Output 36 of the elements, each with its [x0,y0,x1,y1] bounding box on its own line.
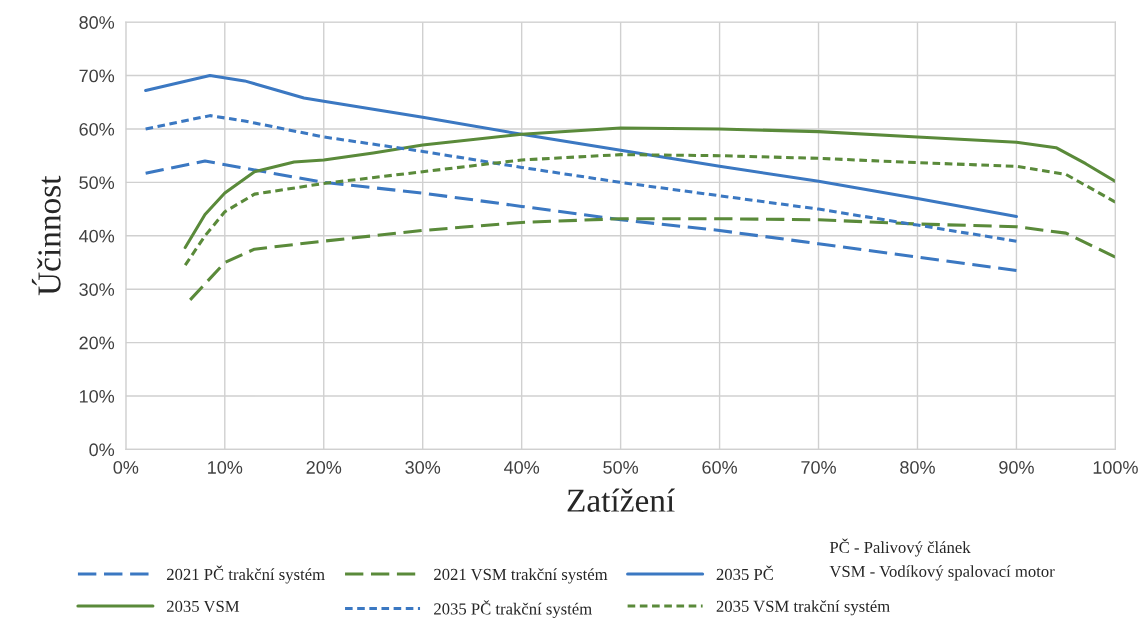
y-tick-label: 30% [79,283,115,296]
x-tick-label: 80% [900,461,935,474]
y-tick-label: 40% [79,229,115,243]
x-axis-title: Zatížení [567,488,675,512]
legend-label: 2035 PČ trakční systém [434,600,592,618]
legend-label: 2021 VSM trakční systém [434,568,608,584]
y-tick-label: 10% [79,389,115,403]
y-tick-label: 70% [79,69,115,83]
y-tick-label: 60% [79,122,115,136]
legend-label: 2035 VSM trakční systém [716,600,890,616]
line-series [188,217,1116,302]
x-tick-label: 90% [999,461,1034,474]
text: VSM - Vodíkový spalovací motor [829,565,1055,581]
x-tick-label: 70% [801,461,836,474]
x-tick-label: 0% [113,461,139,474]
y-tick-label: 20% [79,336,115,350]
y-tick-label: 50% [79,176,115,190]
x-tick-label: 40% [504,461,540,474]
x-tick-label: 30% [405,461,441,474]
x-tick-label: 20% [306,461,342,474]
y-axis-title: Účinnost [31,175,61,296]
x-tick-label: 50% [603,461,639,474]
text: PČ - Palivový článek [829,538,971,557]
legend-label: 2035 VSM [166,600,240,613]
x-tick-label: 100% [1093,461,1138,474]
line-series [183,126,1116,250]
line-series [144,159,1018,273]
y-tick-label: 80% [79,16,115,29]
line-series [144,114,1018,243]
line-series [183,153,1116,267]
legend-label: 2035 PČ [716,565,773,581]
line-series [144,74,1018,219]
y-tick-label: 0% [89,443,115,457]
x-tick-label: 60% [702,461,737,474]
x-tick-label: 10% [208,461,243,474]
legend-label: 2021 PČ trakční systém [166,565,325,584]
